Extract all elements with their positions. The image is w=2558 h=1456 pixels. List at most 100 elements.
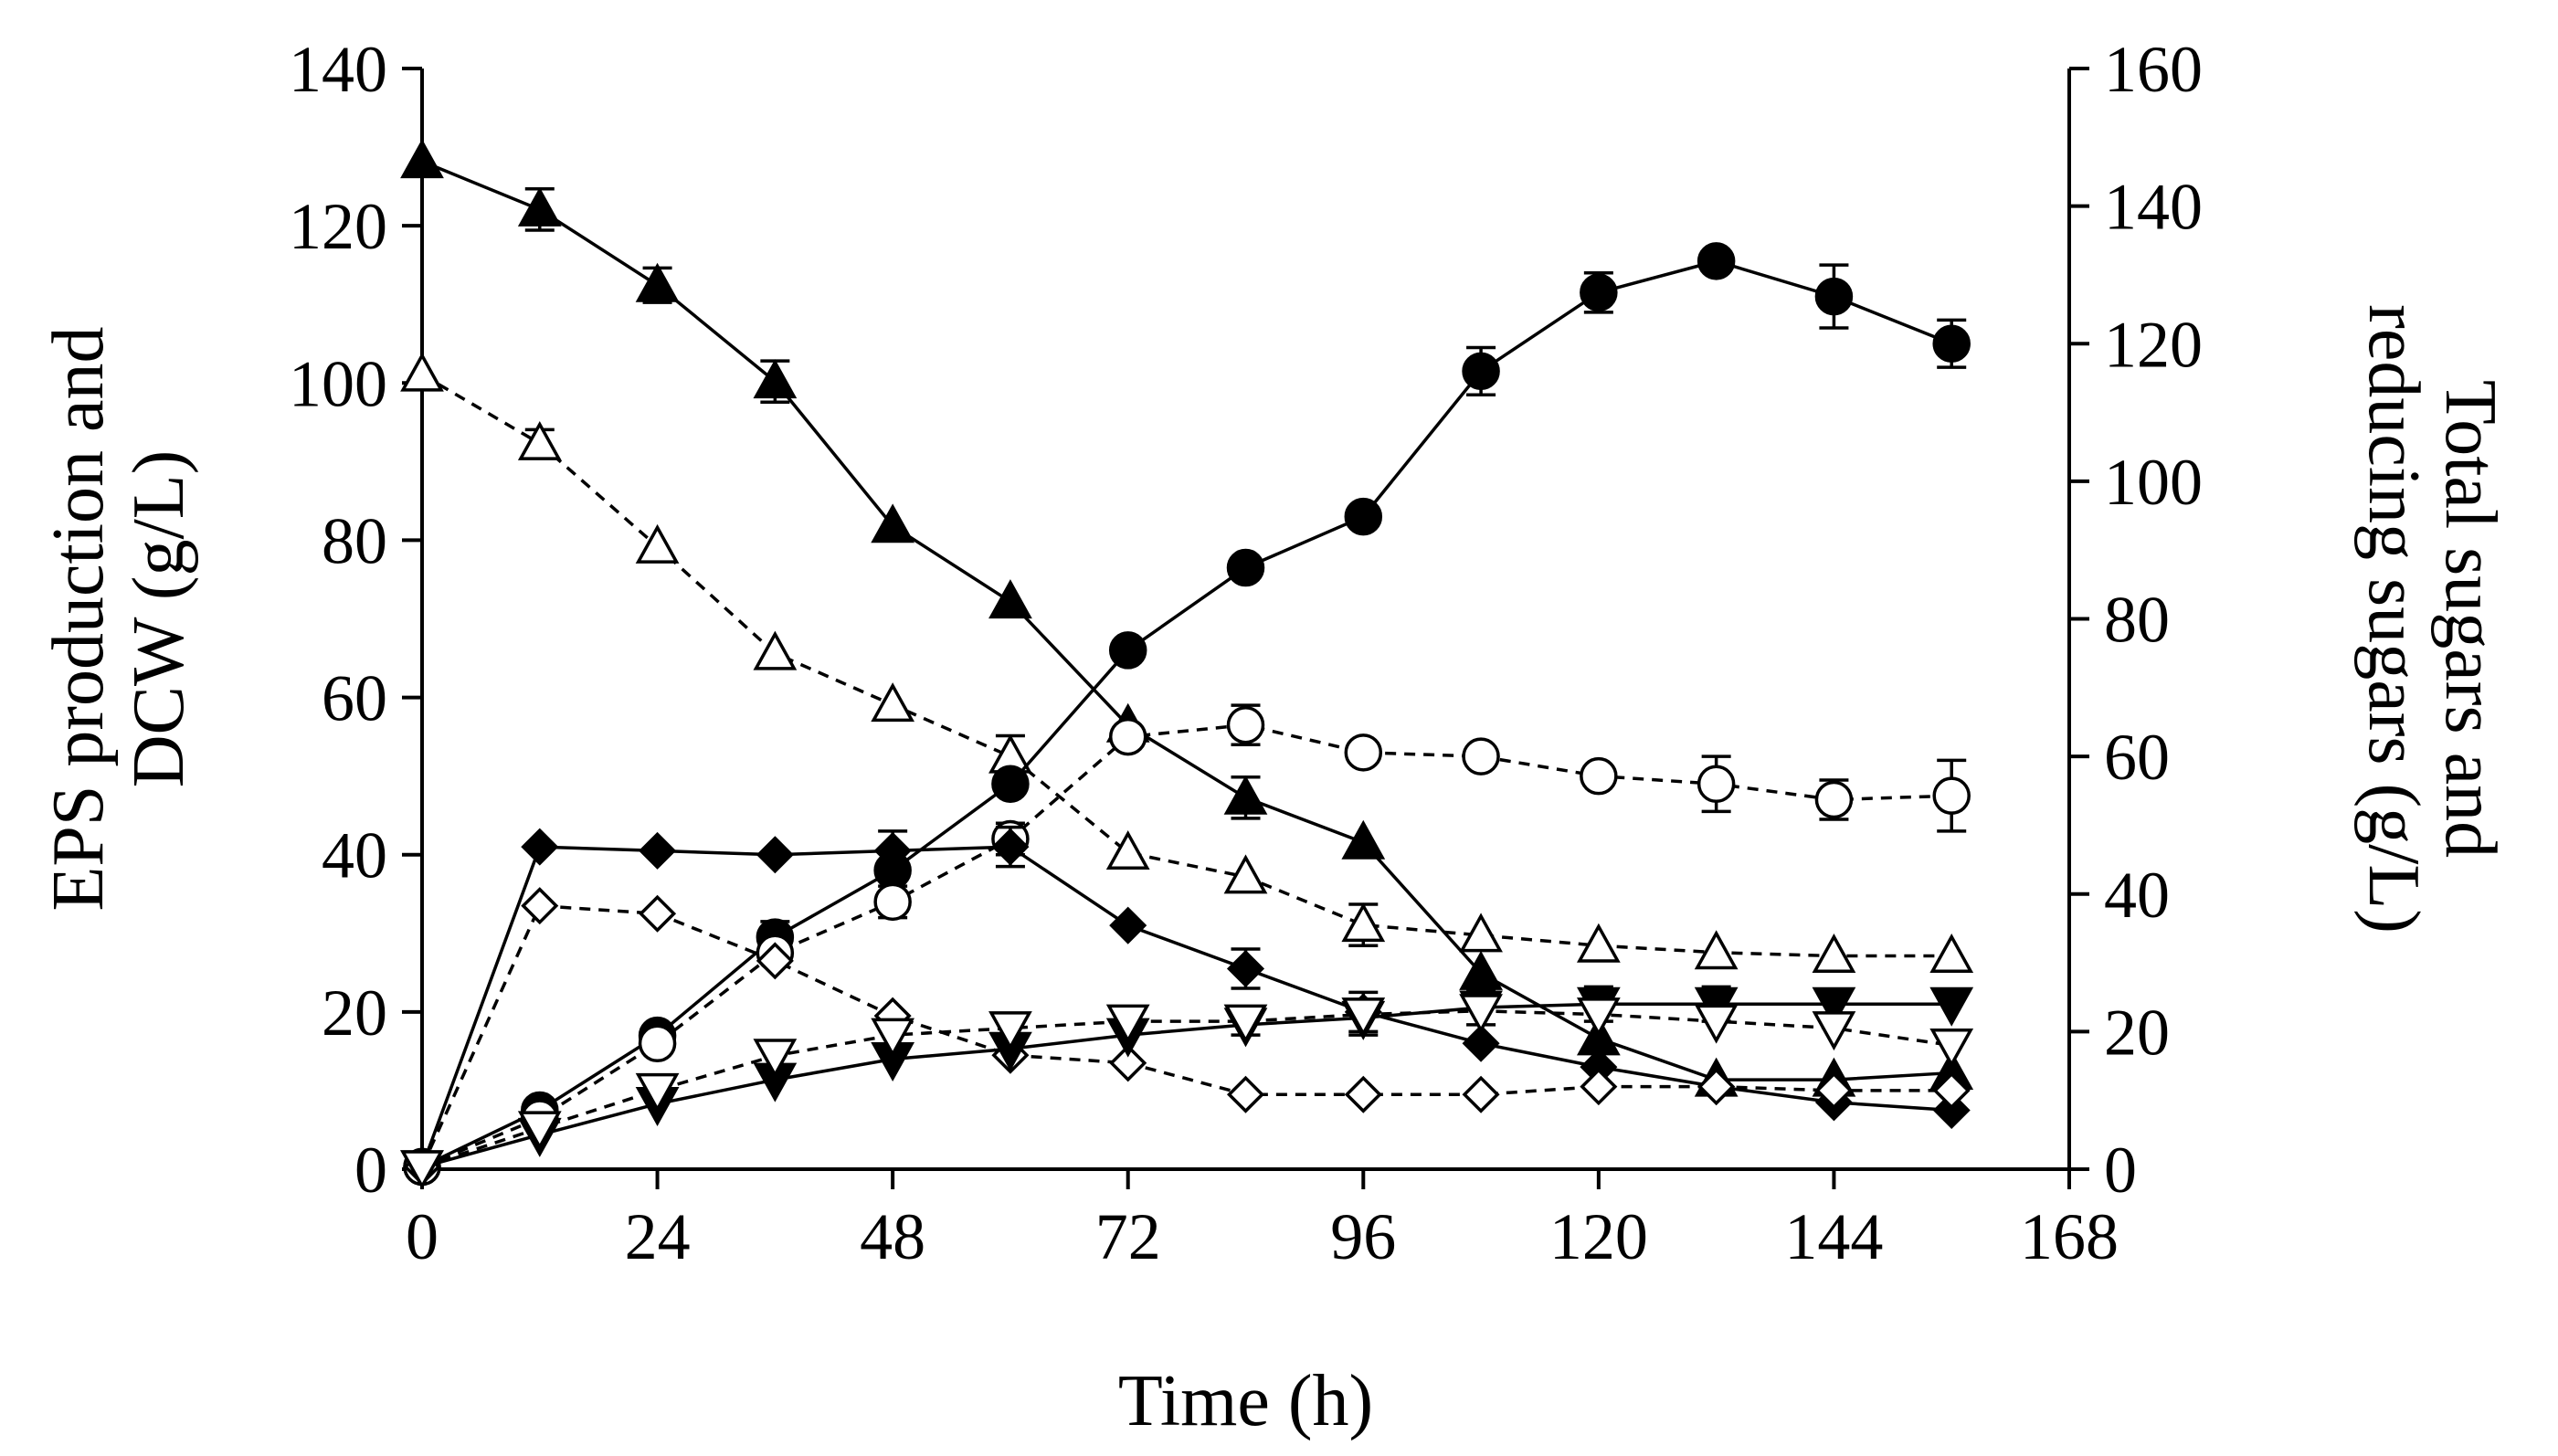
data-point: [1576, 923, 1621, 963]
series-line: [420, 845, 1952, 1168]
data-point: [635, 523, 680, 564]
series-line: [421, 723, 1952, 1169]
y-right-tick-label: 80: [2104, 584, 2170, 657]
data-point: [1929, 934, 1974, 974]
x-tick-label: 168: [2020, 1200, 2119, 1273]
axis-titles: Time (h) EPS production and DCW (g/L) To…: [38, 304, 2510, 1441]
y-right-tick-label: 20: [2104, 996, 2170, 1069]
data-point: [1108, 717, 1147, 756]
series-7: [400, 994, 1974, 1190]
data-point: [756, 942, 794, 980]
data-point: [753, 359, 798, 399]
data-point: [871, 682, 915, 723]
y-right-tick-label: 140: [2104, 171, 2203, 244]
data-point: [1932, 324, 1971, 363]
y-right-tick-label: 40: [2104, 859, 2170, 932]
data-point: [1344, 733, 1383, 772]
data-point: [1697, 765, 1736, 803]
data-point: [1814, 780, 1854, 819]
data-point: [1226, 949, 1265, 988]
series-1: [400, 352, 1974, 974]
data-point: [1812, 934, 1856, 974]
series-line: [421, 1002, 1952, 1169]
data-point: [639, 894, 677, 933]
data-point: [638, 1024, 677, 1063]
data-point: [1223, 854, 1268, 894]
y-left-tick-label: 60: [322, 662, 387, 735]
x-tick-label: 120: [1549, 1200, 1648, 1273]
data-point: [521, 887, 559, 925]
data-point: [991, 828, 1030, 866]
y-right-tick-label: 60: [2104, 721, 2170, 794]
data-point: [1580, 756, 1618, 796]
data-point: [753, 1039, 798, 1079]
data-point: [1344, 497, 1383, 536]
y-left-tick-label: 100: [289, 347, 387, 420]
data-point: [988, 1011, 1032, 1051]
data-point: [1459, 913, 1503, 953]
data-point: [1341, 819, 1386, 860]
data-point: [1580, 273, 1618, 312]
data-point: [1929, 986, 1974, 1027]
data-point: [873, 831, 912, 870]
data-point: [1226, 548, 1265, 587]
data-point: [1223, 775, 1268, 815]
data-point: [1932, 776, 1971, 815]
y-left-tick-label: 40: [322, 819, 387, 892]
data-point: [1812, 1011, 1856, 1051]
data-point: [871, 503, 915, 543]
data-point: [1929, 1028, 1974, 1068]
data-point: [1814, 277, 1854, 316]
data-point: [1459, 950, 1503, 990]
data-point: [1697, 242, 1736, 280]
y-left-tick-label: 80: [322, 504, 387, 577]
data-point: [400, 1150, 444, 1190]
data-point: [873, 882, 912, 922]
data-point: [1694, 1004, 1739, 1044]
data-point: [635, 262, 680, 302]
data-point: [521, 828, 559, 866]
data-point: [639, 831, 677, 870]
y-left-tick-label: 120: [289, 190, 387, 263]
data-point: [1694, 930, 1739, 970]
data-point: [1109, 906, 1147, 944]
data-point: [1462, 352, 1500, 391]
axes: 0 24 48 72 96 120 144 1680204060801001201400204…: [289, 33, 2203, 1273]
data-point: [1344, 1075, 1382, 1113]
y-right-axis-title-line1: Total sugars and: [2430, 380, 2510, 858]
data-point: [1580, 1068, 1618, 1106]
series-line: [421, 373, 1952, 958]
series-line: [420, 903, 1952, 1168]
data-point: [1576, 997, 1621, 1038]
data-point: [517, 1111, 562, 1151]
data-point: [1341, 997, 1386, 1038]
data-point: [1462, 1075, 1500, 1113]
data-point: [1109, 1044, 1147, 1082]
data-point: [517, 420, 562, 460]
data-point: [400, 352, 444, 392]
y-right-tick-label: 0: [2104, 1134, 2137, 1207]
data-point: [635, 1072, 680, 1113]
x-tick-label: 0: [406, 1200, 439, 1273]
data-point: [753, 630, 798, 670]
data-point: [756, 836, 794, 874]
x-tick-label: 24: [625, 1200, 691, 1273]
x-tick-label: 144: [1784, 1200, 1883, 1273]
data-point: [1932, 1071, 1971, 1110]
data-point: [1932, 1091, 1971, 1129]
y-left-axis-title-line2: DCW (g/L): [119, 450, 199, 788]
y-right-axis-title-line2: reducing sugars (g/L): [2353, 304, 2434, 934]
y-left-axis-title-line1: EPS production and: [38, 327, 119, 912]
data-point: [1697, 1068, 1736, 1106]
y-right-tick-label: 100: [2104, 446, 2203, 519]
series-line: [421, 259, 1952, 1168]
data-point: [1341, 902, 1386, 943]
data-point: [871, 1018, 915, 1058]
data-point: [1223, 1004, 1268, 1044]
x-tick-label: 72: [1095, 1200, 1161, 1273]
data-point: [1105, 1004, 1150, 1044]
y-left-tick-label: 0: [354, 1134, 387, 1207]
data-point: [991, 765, 1030, 803]
